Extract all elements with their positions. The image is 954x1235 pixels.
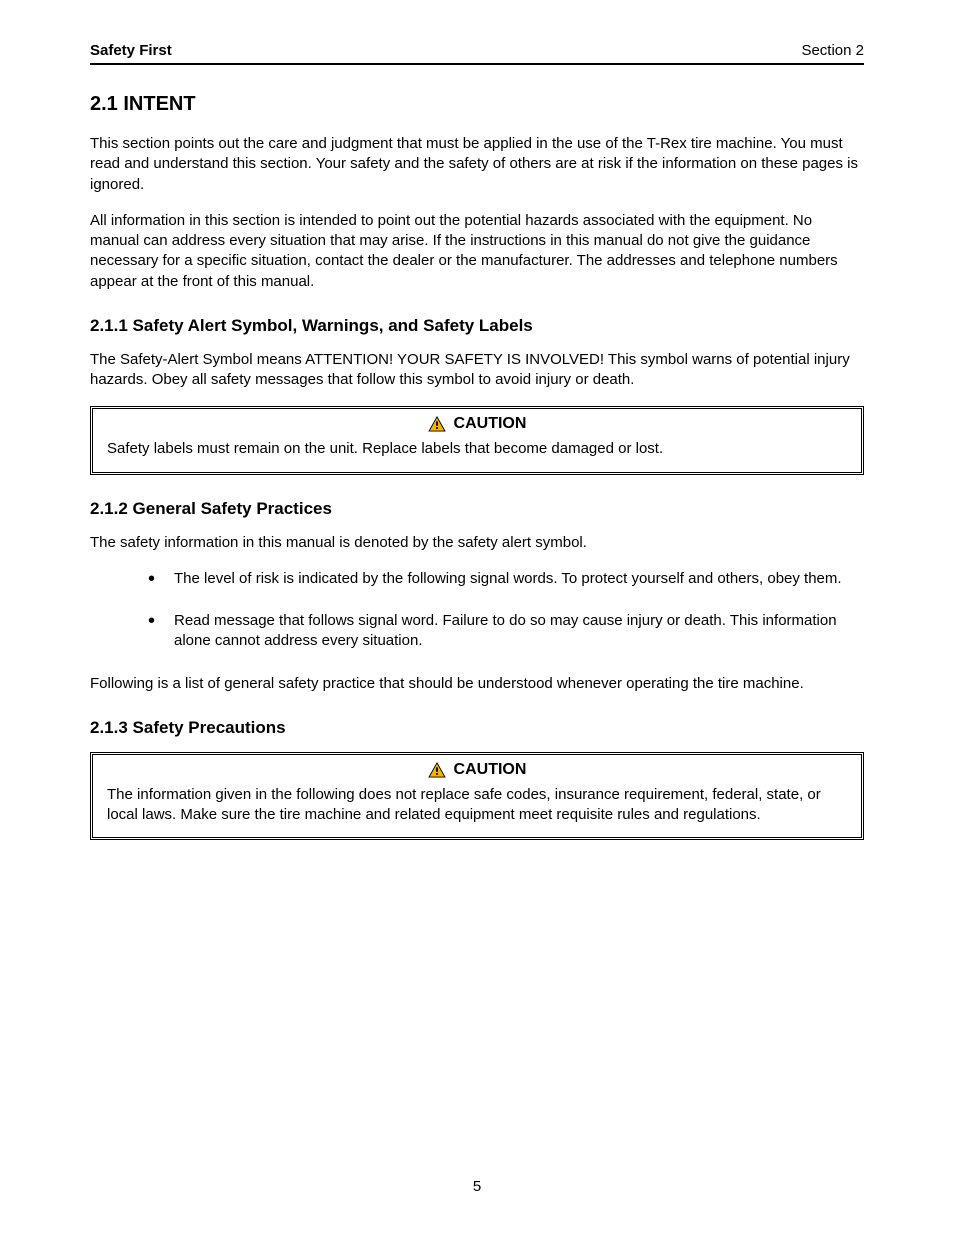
warning-triangle-icon xyxy=(428,762,446,778)
intro-paragraph-1: This section points out the care and jud… xyxy=(90,134,864,195)
list-item: Read message that follows signal word. F… xyxy=(148,611,864,652)
section-title: 2.1 INTENT xyxy=(90,93,864,116)
caution-label-2: CAUTION xyxy=(454,761,527,779)
caution-box-2: CAUTION The information given in the fol… xyxy=(90,752,864,841)
caution-heading-2: CAUTION xyxy=(107,761,847,779)
warning-triangle-icon xyxy=(428,416,446,432)
subsection-2-intro: The safety information in this manual is… xyxy=(90,533,864,553)
subsection-1-body: The Safety-Alert Symbol means ATTENTION!… xyxy=(90,350,864,391)
caution-label-1: CAUTION xyxy=(454,415,527,433)
page-header: Safety First Section 2 xyxy=(90,42,864,59)
header-left-text: Safety First xyxy=(90,42,172,59)
list-item: The level of risk is indicated by the fo… xyxy=(148,569,864,589)
bullet-list: The level of risk is indicated by the fo… xyxy=(90,569,864,652)
header-rule xyxy=(90,63,864,65)
subsection-title-1: 2.1.1 Safety Alert Symbol, Warnings, and… xyxy=(90,316,864,336)
subsection-title-3: 2.1.3 Safety Precautions xyxy=(90,718,864,738)
caution-body-1: Safety labels must remain on the unit. R… xyxy=(107,439,847,459)
caution-heading-1: CAUTION xyxy=(107,415,847,433)
page-number: 5 xyxy=(0,1178,954,1195)
subsection-2-closing: Following is a list of general safety pr… xyxy=(90,674,864,694)
caution-body-2: The information given in the following d… xyxy=(107,785,847,826)
intro-paragraph-2: All information in this section is inten… xyxy=(90,211,864,292)
caution-box-1: CAUTION Safety labels must remain on the… xyxy=(90,406,864,474)
subsection-title-2: 2.1.2 General Safety Practices xyxy=(90,499,864,519)
document-page: Safety First Section 2 2.1 INTENT This s… xyxy=(0,0,954,840)
header-right-text: Section 2 xyxy=(801,42,864,59)
